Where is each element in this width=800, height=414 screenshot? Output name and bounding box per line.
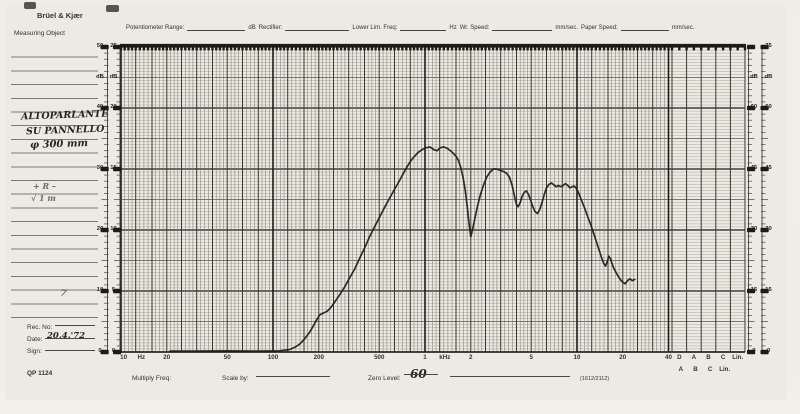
right-scale-inner-label: 60: [750, 104, 758, 111]
left-scale-inner-label: dB: [109, 73, 118, 80]
left-scale-inner-label: 15: [110, 165, 117, 172]
left-scale-outer-label: dB: [96, 73, 104, 80]
left-scale-outer-label: 0: [98, 348, 102, 355]
filter-column-label: A: [691, 354, 697, 361]
header-field-unit: Hz: [449, 25, 457, 31]
freq-tick-label: 5: [529, 354, 533, 361]
measuring-object-label: Measuring Object: [14, 30, 65, 37]
multiply-freq-label: Multiply Freq:: [132, 375, 172, 382]
freq-tick-label: 20: [619, 354, 627, 361]
date-value: 20.4.'72: [47, 331, 86, 341]
handwritten-mark: 7: [59, 288, 68, 300]
freq-tick-label: 10: [120, 354, 128, 361]
header-field-label: Lower Lim. Freq:: [352, 25, 398, 31]
brand-logo: Brüel & Kjær: [37, 11, 83, 20]
freq-tick-label: Hz: [137, 354, 146, 361]
header-field-unit: mm/sec.: [555, 25, 578, 31]
left-scale-outer-label: 30: [96, 165, 104, 172]
filter-column-label: D: [677, 354, 682, 361]
filter-column-label-row2: B: [693, 366, 698, 373]
freq-tick-label: 500: [374, 354, 385, 361]
right-scale-outer-label: 75: [765, 43, 772, 50]
right-scale-inner-label: 30: [750, 226, 758, 233]
scan-artifact-mark: [106, 5, 119, 12]
header-field-unit: dB: [248, 25, 256, 31]
filter-column-label: Lin.: [732, 354, 744, 361]
header-field-label: Wr. Speed:: [459, 25, 490, 31]
zero-level-line: [450, 376, 570, 377]
left-scale-inner-label: 10: [110, 226, 117, 233]
filter-column-label: C: [720, 354, 726, 361]
left-scale-outer-label: 10: [96, 287, 104, 294]
handwritten-line-2: SU PANNELLO: [25, 123, 105, 138]
handwritten-line-3: φ 300 mm: [29, 137, 89, 152]
header-field-unit: mm/sec.: [671, 25, 695, 31]
paper-batch-code: (1612/2112): [580, 376, 610, 382]
filter-column-label-row2: A: [678, 366, 684, 373]
zero-level-value-line: [404, 374, 438, 375]
rec-no-label: Rec. No:: [27, 324, 53, 331]
freq-tick-label: 10: [573, 354, 581, 361]
right-scale-inner-label: 0: [752, 348, 756, 355]
date-line: [45, 338, 95, 339]
right-scale-outer-label: 30: [765, 226, 772, 233]
sign-label: Sign:: [27, 348, 42, 355]
filter-column-label-row2: C: [707, 366, 713, 373]
right-scale-outer-label: 0: [766, 348, 771, 355]
header-field-line: [400, 26, 447, 31]
header-field-label: Potentiometer Range:: [126, 25, 185, 31]
right-scale-inner-label: 45: [750, 165, 758, 172]
right-scale-outer-label: dB: [764, 73, 773, 80]
header-field-label: Paper Speed:: [581, 25, 618, 31]
right-scale-outer-label: 60: [765, 104, 772, 111]
paper-code: QP 1124: [27, 370, 53, 377]
sign-line: [45, 350, 95, 351]
ruled-lines: [11, 44, 98, 322]
freq-tick-label: kHz: [439, 354, 451, 361]
freq-tick-label: 40: [665, 354, 672, 361]
scale-by-line: [256, 376, 330, 377]
right-scale-outer-label: 15: [765, 287, 772, 294]
handwritten-note-2: √ 1 m: [31, 193, 56, 203]
header-field-line: [492, 26, 553, 31]
freq-tick-label: 100: [267, 354, 279, 361]
freq-tick-label: 20: [163, 354, 171, 361]
handwritten-note-1: + R –: [33, 181, 56, 191]
right-scale-outer-label: 45: [765, 165, 772, 172]
filter-column-label-row2: Lin.: [719, 366, 731, 373]
header-field-line: [285, 26, 350, 31]
filter-column-label: B: [706, 354, 711, 361]
rec-no-line: [55, 325, 95, 326]
header-fields-row: Potentiometer Range: dB Rectifier: Lower Li…: [126, 25, 694, 31]
freq-tick-label: 2: [469, 354, 473, 361]
scale-by-label: Scale by:: [222, 375, 249, 382]
freq-tick-label: 50: [223, 354, 231, 361]
freq-tick-label: 1: [423, 354, 427, 361]
date-label: Date:: [27, 336, 43, 343]
right-scale-inner-label: 15: [750, 287, 758, 294]
scan-artifact-mark: [24, 2, 36, 9]
header-field-line: [187, 26, 246, 31]
left-scale-inner-label: 20: [110, 104, 117, 111]
header-field-line: [620, 26, 669, 31]
left-scale-inner-label: 0: [111, 348, 116, 355]
left-scale-outer-label: 40: [96, 104, 104, 111]
left-scale-inner-label: 5: [111, 287, 116, 294]
right-scale-inner-label: dB: [750, 73, 758, 80]
zero-level-label: Zero Level:: [368, 375, 401, 382]
left-scale-inner-label: 25: [110, 43, 117, 50]
left-scale-outer-label: 50: [96, 43, 104, 50]
freq-tick-label: 200: [313, 354, 324, 361]
left-scale-outer-label: 20: [96, 226, 104, 233]
header-field-label: Rectifier:: [258, 25, 283, 31]
